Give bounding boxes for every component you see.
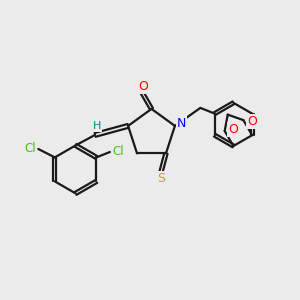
Text: O: O (138, 80, 148, 93)
Text: N: N (176, 117, 186, 130)
Text: Cl: Cl (112, 146, 124, 158)
Text: O: O (228, 123, 238, 136)
Text: H: H (92, 122, 101, 131)
Text: O: O (247, 116, 257, 128)
Text: Cl: Cl (24, 142, 36, 155)
Text: S: S (158, 172, 166, 185)
